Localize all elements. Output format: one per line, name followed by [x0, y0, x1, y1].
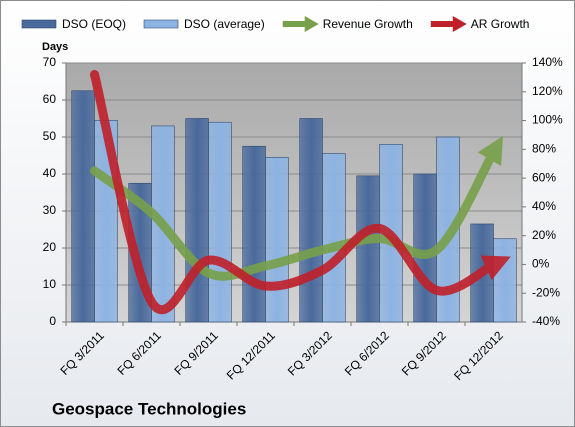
bar [71, 90, 95, 323]
bar [208, 121, 232, 323]
bar [265, 157, 289, 323]
bar [185, 118, 209, 323]
legend-label: Revenue Growth [323, 17, 413, 31]
y2-tick-label: 0% [532, 257, 550, 271]
line [90, 70, 511, 315]
y-axis-label: Days [42, 41, 68, 53]
bar [322, 153, 346, 323]
y-tick-label: 20 [43, 240, 57, 254]
y-tick-label: 30 [43, 203, 57, 217]
bar [493, 238, 517, 323]
y2-tick-label: -20% [532, 285, 560, 299]
line [90, 135, 504, 281]
bar [356, 175, 380, 323]
legend-swatch [304, 16, 319, 32]
y2-tick-label: -40% [532, 314, 560, 328]
y-tick-label: 50 [43, 129, 57, 143]
y-tick-label: 70 [43, 55, 57, 69]
legend-swatch [143, 19, 179, 29]
bar [242, 145, 266, 323]
y-tick-label: 60 [43, 92, 57, 106]
y2-tick-label: 100% [532, 113, 563, 127]
legend-swatch [452, 16, 467, 32]
legend-label: DSO (EOQ) [62, 17, 126, 31]
y-tick-label: 10 [43, 277, 57, 291]
y2-tick-label: 20% [532, 228, 556, 242]
chart-title: Geospace Technologies [52, 399, 246, 418]
y2-tick-label: 40% [532, 199, 556, 213]
legend-swatch [21, 19, 57, 29]
y2-tick-label: 60% [532, 170, 556, 184]
legend-label: AR Growth [471, 17, 530, 31]
bar [299, 118, 323, 323]
y-tick-label: 40 [43, 166, 57, 180]
y2-tick-label: 80% [532, 142, 556, 156]
y2-tick-label: 120% [532, 84, 563, 98]
y2-tick-label: 140% [532, 55, 563, 69]
y-tick-label: 0 [49, 314, 56, 328]
legend-label: DSO (average) [184, 17, 265, 31]
